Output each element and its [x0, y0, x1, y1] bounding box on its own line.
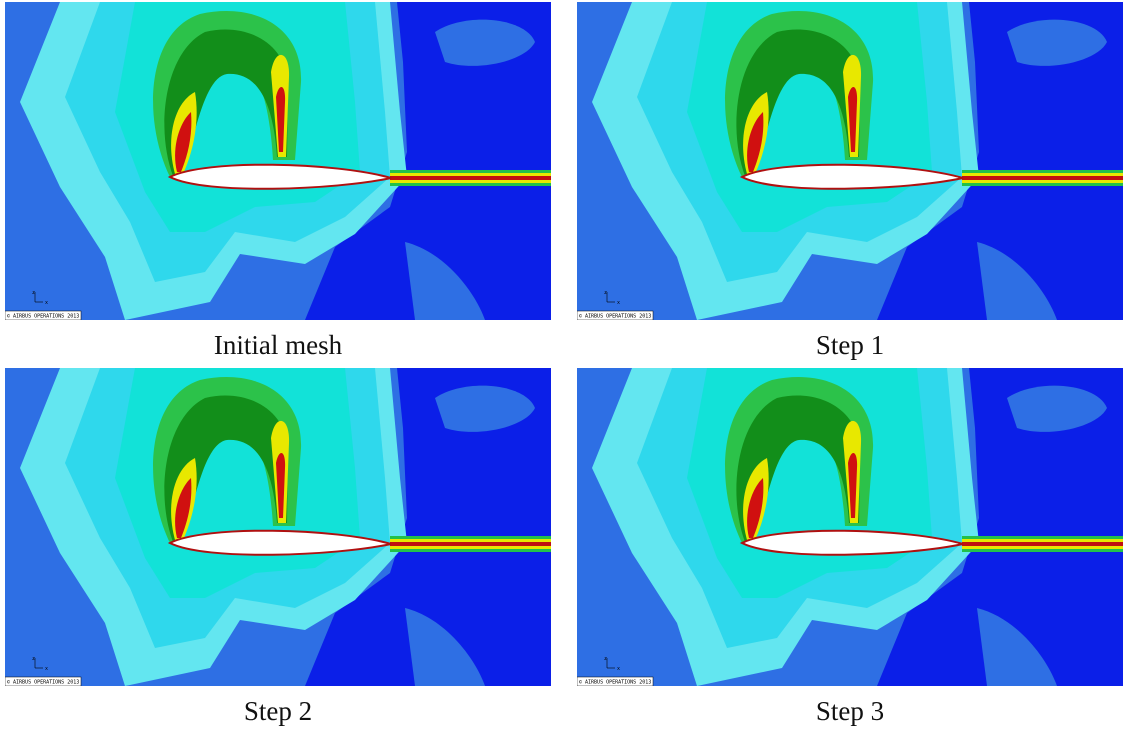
copyright: © AIRBUS OPERATIONS 2013 — [7, 680, 79, 686]
axis-label: z — [32, 290, 35, 296]
caption: Step 1 — [815, 330, 885, 360]
caption: Step 2 — [243, 696, 313, 726]
contour-field — [5, 2, 551, 320]
contour-field — [577, 368, 1123, 686]
caption: Initial mesh — [213, 330, 343, 360]
flow-contour-plot: z x © AIRBUS OPERATIONS 2013 — [5, 2, 551, 320]
axis-label: x — [45, 300, 48, 306]
copyright: © AIRBUS OPERATIONS 2013 — [579, 680, 651, 686]
caption: Step 3 — [815, 696, 885, 726]
axis-label: x — [617, 300, 620, 306]
axis-label: z — [604, 290, 607, 296]
axis-label: x — [45, 666, 48, 672]
flow-contour-plot: z x © AIRBUS OPERATIONS 2013 — [577, 2, 1123, 320]
axis-label: x — [617, 666, 620, 672]
copyright: © AIRBUS OPERATIONS 2013 — [579, 314, 651, 320]
flow-contour-plot: z x © AIRBUS OPERATIONS 2013 — [5, 368, 551, 686]
contour-field — [5, 368, 551, 686]
flow-contour-plot: z x © AIRBUS OPERATIONS 2013 — [577, 368, 1123, 686]
axis-label: z — [604, 656, 607, 662]
axis-label: z — [32, 656, 35, 662]
contour-field — [577, 2, 1123, 320]
copyright: © AIRBUS OPERATIONS 2013 — [7, 314, 79, 320]
